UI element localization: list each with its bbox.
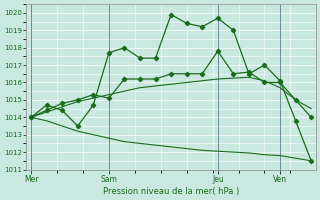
X-axis label: Pression niveau de la mer( hPa ): Pression niveau de la mer( hPa ) <box>103 187 239 196</box>
